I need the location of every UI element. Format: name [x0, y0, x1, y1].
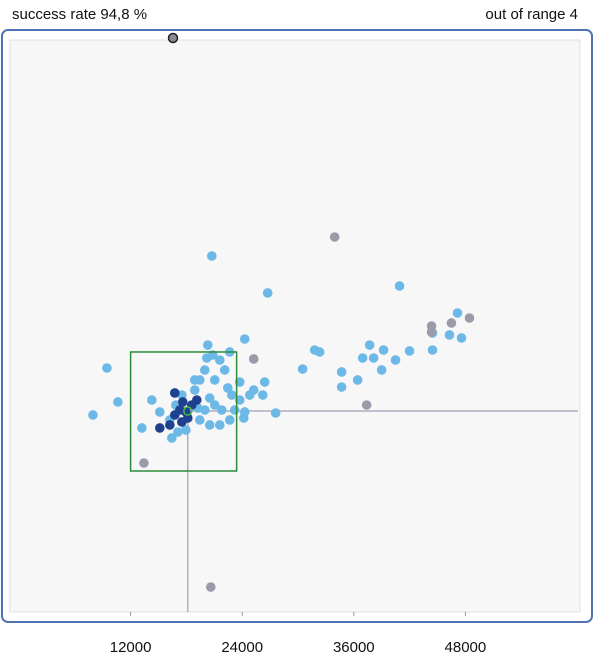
point — [200, 365, 210, 375]
point — [238, 413, 249, 423]
point — [189, 385, 200, 395]
point — [102, 363, 112, 373]
point — [200, 405, 210, 415]
point — [214, 355, 225, 365]
point — [239, 334, 250, 344]
point — [214, 420, 225, 430]
target-box — [129, 351, 238, 472]
point — [194, 415, 205, 425]
point — [404, 346, 415, 356]
point — [248, 354, 259, 364]
point — [181, 425, 191, 435]
point — [352, 375, 363, 385]
point — [177, 417, 187, 427]
point — [169, 388, 180, 398]
point — [139, 458, 149, 468]
point — [166, 433, 177, 443]
point — [205, 582, 216, 592]
x-tick-label: 36000 — [333, 639, 375, 656]
point — [262, 288, 273, 298]
point — [426, 327, 437, 337]
point — [464, 313, 475, 323]
point — [88, 410, 98, 420]
point — [297, 364, 308, 374]
point — [446, 318, 457, 328]
point — [169, 410, 180, 420]
point — [204, 393, 215, 403]
point — [270, 408, 281, 418]
point — [222, 383, 233, 393]
point — [427, 345, 438, 355]
point — [444, 330, 455, 340]
point — [234, 377, 245, 387]
point — [226, 390, 237, 400]
point — [209, 400, 220, 410]
point — [361, 400, 372, 410]
point — [259, 377, 270, 387]
point — [216, 405, 227, 415]
point — [357, 353, 368, 363]
point — [456, 333, 467, 343]
point — [192, 395, 202, 405]
out-of-range: out of range 4 — [485, 6, 578, 23]
point — [113, 397, 123, 407]
point — [364, 340, 375, 350]
point — [368, 353, 379, 363]
plot-area — [9, 39, 581, 613]
point — [219, 365, 230, 375]
point — [229, 405, 240, 415]
point — [336, 367, 347, 377]
point — [173, 427, 183, 437]
x-tick-label: 48000 — [445, 639, 487, 656]
point — [155, 423, 165, 433]
success-rate: success rate 94,8 % — [12, 6, 147, 23]
point — [257, 390, 268, 400]
point — [394, 281, 405, 291]
point — [177, 397, 188, 407]
point — [376, 365, 387, 375]
x-tick-label: 12000 — [110, 639, 152, 656]
point — [206, 251, 217, 261]
point — [155, 407, 165, 417]
point — [452, 308, 463, 318]
point — [209, 375, 220, 385]
x-tick-label: 24000 — [221, 639, 263, 656]
point — [378, 345, 389, 355]
point — [224, 415, 235, 425]
point — [244, 390, 255, 400]
point — [189, 375, 200, 385]
out-of-range-marker — [167, 32, 179, 44]
point — [147, 395, 157, 405]
point — [234, 395, 245, 405]
point — [204, 420, 215, 430]
point — [202, 340, 213, 350]
target-marker — [183, 406, 193, 416]
point — [390, 355, 401, 365]
point — [165, 420, 175, 430]
point — [314, 347, 325, 357]
point — [137, 423, 147, 433]
point — [329, 232, 340, 242]
point — [336, 382, 347, 392]
